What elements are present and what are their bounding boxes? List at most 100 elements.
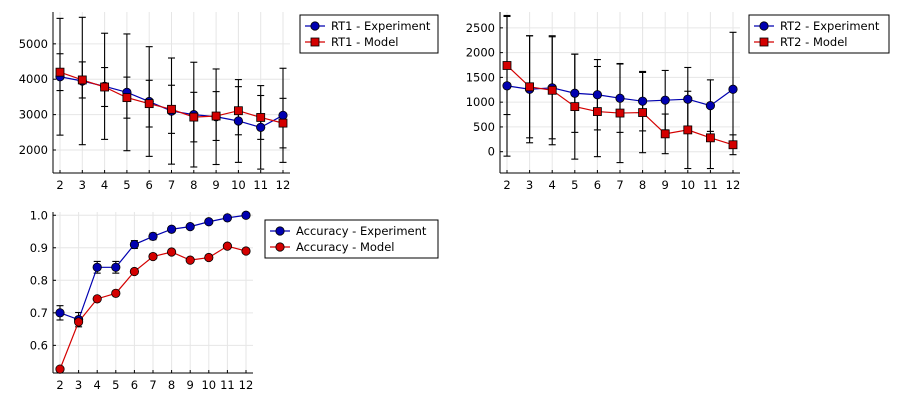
data-point xyxy=(256,113,266,122)
y-tick-label: 0.8 xyxy=(30,273,48,287)
y-tick-label: 1000 xyxy=(466,95,495,109)
x-tick-label: 3 xyxy=(79,178,86,192)
x-tick-label: 5 xyxy=(112,378,119,392)
y-tick-label: 0.9 xyxy=(30,241,48,255)
y-tick-label: 0 xyxy=(488,145,495,159)
x-tick-label: 3 xyxy=(526,178,533,192)
legend-marker xyxy=(310,21,320,31)
data-point xyxy=(111,262,121,272)
data-point xyxy=(502,81,512,91)
data-point xyxy=(167,247,177,257)
legend-marker xyxy=(759,21,769,31)
legend-entry: Accuracy - Model xyxy=(296,240,395,254)
y-tick-label: 3000 xyxy=(19,108,48,122)
data-point xyxy=(638,108,647,117)
x-tick-label: 8 xyxy=(190,178,197,192)
data-point xyxy=(148,231,158,241)
x-tick-label: 4 xyxy=(94,378,101,392)
x-tick-label: 8 xyxy=(639,178,646,192)
data-point xyxy=(728,84,738,94)
rt2-chart: 2 3 4 5 6 7 8 9 10 11 12 0 500 1000 1500 2000 2500 RT2 - … xyxy=(466,12,890,192)
data-point xyxy=(278,110,288,120)
data-point xyxy=(77,75,87,85)
data-point xyxy=(241,210,251,220)
x-tick-label: 4 xyxy=(101,178,108,192)
data-point xyxy=(241,246,251,256)
y-tick-label: 2000 xyxy=(19,143,48,157)
y-tick-label: 1500 xyxy=(466,70,495,84)
x-tick-label: 2 xyxy=(56,378,63,392)
legend: RT2 - Experiment RT2 - Model xyxy=(748,14,890,54)
x-tick-label: 11 xyxy=(703,178,718,192)
data-point xyxy=(185,222,195,232)
data-point xyxy=(55,308,65,318)
x-tick-label: 2 xyxy=(503,178,510,192)
legend-marker xyxy=(275,242,285,252)
y-tick-label: 2000 xyxy=(466,46,495,60)
data-point xyxy=(92,262,102,272)
data-point xyxy=(222,241,232,251)
data-point xyxy=(683,125,693,135)
data-point xyxy=(144,99,154,109)
legend-entry: Accuracy - Experiment xyxy=(296,224,427,238)
y-tick-label: 0.6 xyxy=(30,338,48,352)
data-point xyxy=(615,108,625,118)
y-tick-label: 0.7 xyxy=(30,306,48,320)
x-tick-label: 7 xyxy=(616,178,623,192)
data-point xyxy=(122,93,132,103)
x-tick-label: 9 xyxy=(662,178,669,192)
data-point xyxy=(233,106,243,116)
data-point xyxy=(637,96,648,106)
rt1-chart: 2 3 4 5 6 7 8 9 10 11 12 2000 3000 4000 5000 RT1 - Expe… xyxy=(19,12,439,192)
x-tick-label: 5 xyxy=(571,178,578,192)
x-tick-label: 7 xyxy=(149,378,156,392)
y-tick-label: 1.0 xyxy=(30,208,48,222)
x-tick-label: 4 xyxy=(549,178,556,192)
x-tick-label: 10 xyxy=(680,178,695,192)
legend-entry: RT2 - Experiment xyxy=(780,19,880,33)
data-point xyxy=(706,133,715,143)
data-point xyxy=(502,61,512,70)
x-tick-label: 8 xyxy=(168,378,175,392)
x-tick-label: 12 xyxy=(239,378,254,392)
data-point xyxy=(100,82,109,92)
legend: RT1 - Experiment RT1 - Model xyxy=(299,14,439,54)
y-tick-label: 2500 xyxy=(466,21,495,35)
data-point xyxy=(660,95,670,105)
data-point xyxy=(92,294,102,304)
legend-entry: RT2 - Model xyxy=(780,35,847,49)
data-point xyxy=(74,317,84,327)
data-point xyxy=(189,112,199,122)
data-point xyxy=(55,364,65,374)
data-point xyxy=(728,140,738,150)
data-point xyxy=(278,118,288,128)
data-point xyxy=(660,129,670,139)
data-point xyxy=(204,252,214,263)
x-tick-label: 9 xyxy=(187,378,194,392)
x-tick-label: 2 xyxy=(56,178,63,192)
data-point xyxy=(167,104,176,114)
y-tick-label: 500 xyxy=(473,120,495,134)
data-point xyxy=(211,111,221,121)
data-point xyxy=(55,67,65,77)
x-tick-label: 6 xyxy=(131,378,138,392)
data-point xyxy=(111,288,121,298)
data-point xyxy=(148,251,158,262)
x-tick-label: 9 xyxy=(212,178,219,192)
data-point xyxy=(256,122,266,132)
x-tick-label: 12 xyxy=(726,178,741,192)
x-tick-label: 10 xyxy=(231,178,246,192)
legend-entry: RT1 - Experiment xyxy=(331,19,431,33)
y-tick-label: 5000 xyxy=(19,37,48,51)
data-point xyxy=(592,90,603,100)
legend-entry: RT1 - Model xyxy=(331,35,398,49)
legend-marker xyxy=(759,37,769,47)
x-tick-label: 12 xyxy=(276,178,291,192)
data-point xyxy=(185,255,195,265)
data-point xyxy=(547,85,557,95)
x-tick-label: 11 xyxy=(220,378,235,392)
y-tick-label: 4000 xyxy=(19,72,48,86)
data-point xyxy=(129,239,139,250)
data-point xyxy=(167,224,177,234)
